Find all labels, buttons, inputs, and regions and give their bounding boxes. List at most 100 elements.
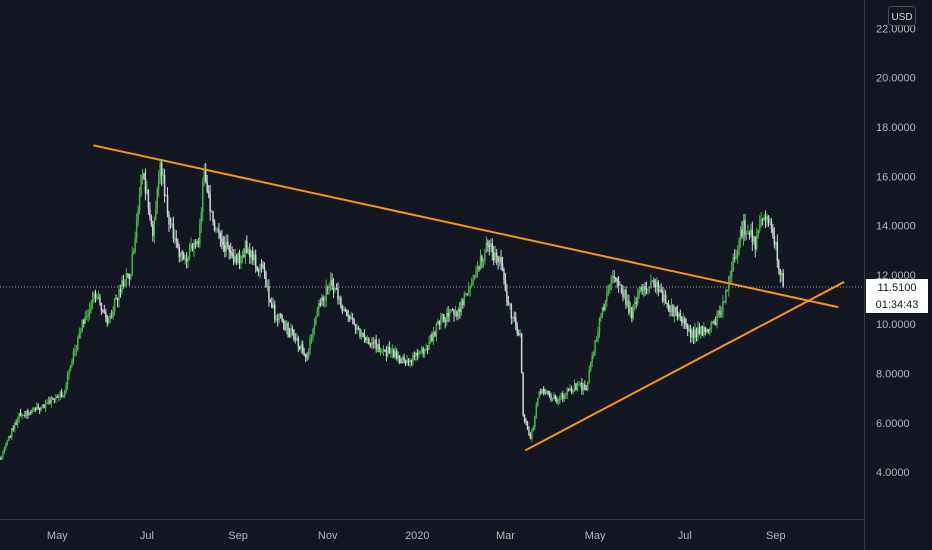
candle-body (689, 328, 692, 338)
candle-body (337, 288, 339, 300)
candle-body (761, 219, 764, 221)
candle-body (603, 307, 605, 311)
candle-body (782, 272, 784, 287)
trendline[interactable] (525, 281, 845, 451)
candle-body (515, 317, 517, 326)
candle-body (128, 274, 131, 279)
candle-body (137, 210, 139, 221)
candle-body (269, 299, 272, 303)
candle-body (757, 230, 759, 236)
candle-body (490, 243, 492, 247)
candle-body (653, 280, 655, 285)
candle-body (294, 338, 297, 340)
candle-body (256, 266, 258, 271)
candle-body (525, 421, 527, 423)
candle-body (263, 267, 266, 273)
candle-body (388, 347, 391, 354)
candle-body (507, 302, 510, 306)
candle-body (68, 370, 70, 375)
candle-body (570, 388, 573, 393)
candle-body (124, 285, 126, 287)
candle-body (87, 313, 89, 317)
candle-body (215, 229, 217, 231)
candle-body (462, 300, 464, 305)
candle-body (193, 242, 195, 249)
candle-body (35, 406, 38, 411)
candle-body (200, 212, 203, 225)
candle-body (234, 255, 236, 262)
candle-body (488, 244, 491, 247)
time-axis[interactable]: May Jul Sep Nov 2020 Mar May Jul Sep (47, 530, 786, 542)
candle-body (356, 327, 358, 330)
candle-body (80, 331, 82, 334)
candle-body (185, 258, 188, 262)
candle-body (315, 316, 317, 325)
candle-body (448, 310, 451, 317)
candle-body (83, 319, 85, 324)
candle-body (253, 255, 255, 261)
currency-badge[interactable]: USD (888, 6, 916, 26)
candle-body (378, 343, 380, 352)
candle-body (147, 189, 150, 209)
candle-body (235, 255, 238, 263)
candle-body (465, 293, 467, 295)
price-axis[interactable]: 22.0000 20.0000 18.0000 16.0000 14.0000 12.00… (876, 23, 916, 479)
candle-body (576, 385, 579, 391)
candle-body (107, 318, 110, 324)
candle-body (197, 240, 200, 244)
candle-body (157, 180, 160, 190)
candle-body (403, 356, 405, 361)
candle-body (99, 296, 101, 303)
candle-body (578, 383, 580, 386)
candle-body (407, 360, 410, 363)
candle-body (523, 415, 526, 422)
candle-body (262, 264, 264, 268)
trendline[interactable] (93, 144, 839, 308)
candle-body (373, 339, 376, 344)
candle-body (365, 337, 367, 341)
candle-body (639, 286, 642, 291)
candle-body (764, 217, 767, 220)
candle-body (375, 339, 377, 349)
candle-body (626, 300, 629, 306)
candle-body (494, 252, 496, 261)
x-tick-label: Sep (228, 530, 248, 542)
candle-body (354, 324, 357, 330)
candle-body (276, 319, 279, 321)
candle-body (119, 289, 122, 293)
candle-body (509, 304, 511, 306)
candle-body (260, 264, 263, 266)
candle-body (385, 351, 388, 356)
candle-body (279, 314, 282, 317)
candle-body (69, 365, 72, 371)
candle-body (344, 309, 347, 312)
candle-body (238, 253, 241, 264)
candle-body (94, 293, 97, 299)
candle-body (368, 338, 370, 345)
candle-body (0, 456, 3, 460)
candle-body (75, 349, 78, 351)
candle-body (638, 290, 640, 296)
candle-body (473, 274, 476, 280)
candle-body (758, 224, 761, 231)
candle-body (697, 327, 699, 338)
candle-body (717, 311, 720, 314)
candle-body (510, 304, 513, 319)
candle-body (47, 400, 50, 403)
candle-body (695, 329, 698, 338)
candle-body (556, 399, 558, 402)
candle-body (431, 334, 433, 341)
candle-body (517, 333, 520, 336)
candle-body (679, 313, 682, 317)
candle-body (519, 333, 521, 336)
candle-body (100, 302, 103, 311)
candle-body (285, 323, 288, 331)
candle-body (284, 323, 286, 331)
candle-body (81, 319, 84, 332)
candle-body (435, 323, 438, 337)
candle-body (331, 279, 333, 285)
candle-body (425, 348, 427, 350)
candle-body (143, 173, 145, 179)
candle-body (38, 407, 41, 411)
